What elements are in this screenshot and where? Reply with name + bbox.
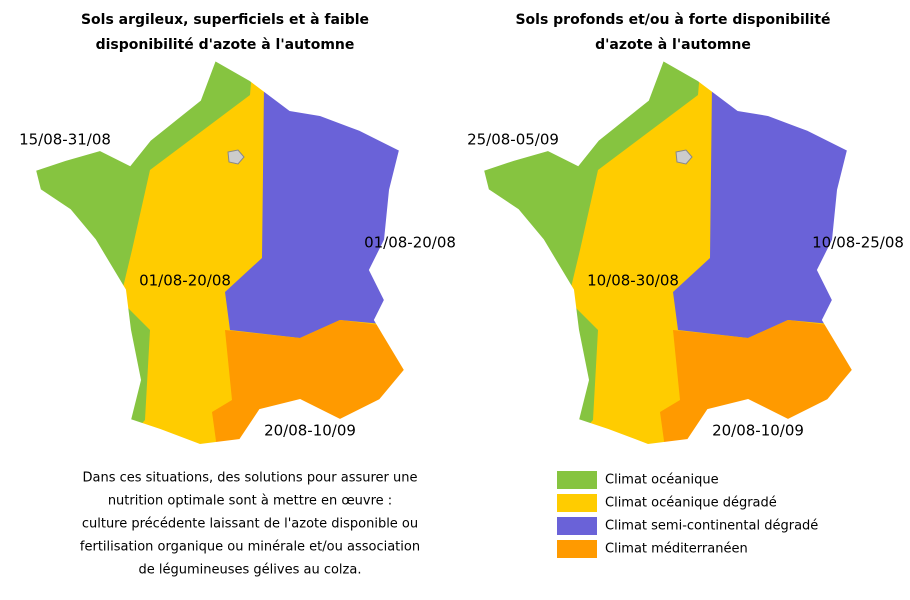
climate-zone	[212, 320, 405, 445]
period-label: 10/08-30/08	[587, 272, 679, 290]
period-label: 01/08-20/08	[139, 272, 231, 290]
legend-label: Climat océanique	[605, 473, 719, 488]
climate-zone	[660, 320, 853, 445]
note-line: de légumineuses gélives au colza.	[139, 563, 362, 578]
period-label: 20/08-10/09	[712, 422, 804, 440]
period-label: 10/08-25/08	[812, 234, 904, 252]
legend-label: Climat méditerranéen	[605, 542, 748, 557]
note-line: fertilisation organique ou minérale et/o…	[80, 540, 420, 555]
map-title: disponibilité d'azote à l'automne	[96, 37, 355, 53]
note-line: culture précédente laissant de l'azote d…	[82, 517, 418, 532]
map: Sols profonds et/ou à forte disponibilit…	[467, 12, 904, 447]
map-title: Sols profonds et/ou à forte disponibilit…	[515, 12, 830, 28]
map-title: Sols argileux, superficiels et à faible	[81, 12, 369, 28]
france-outline	[481, 58, 855, 447]
note-line: Dans ces situations, des solutions pour …	[82, 471, 417, 486]
paris	[227, 149, 245, 165]
map: Sols argileux, superficiels et à faible d…	[19, 12, 456, 447]
legend-swatch	[557, 540, 597, 558]
map-title: d'azote à l'automne	[595, 37, 751, 53]
legend-swatch	[557, 494, 597, 512]
paris	[675, 149, 693, 165]
note-line: nutrition optimale sont à mettre en œuvr…	[108, 494, 392, 509]
legend-label: Climat océanique dégradé	[605, 496, 777, 511]
period-label: 01/08-20/08	[364, 234, 456, 252]
legend-swatch	[557, 471, 597, 489]
france-outline	[33, 58, 407, 447]
period-label: 25/08-05/09	[467, 131, 559, 149]
period-label: 15/08-31/08	[19, 131, 111, 149]
legend-swatch	[557, 517, 597, 535]
legend-label: Climat semi-continental dégradé	[605, 519, 818, 534]
period-label: 20/08-10/09	[264, 422, 356, 440]
